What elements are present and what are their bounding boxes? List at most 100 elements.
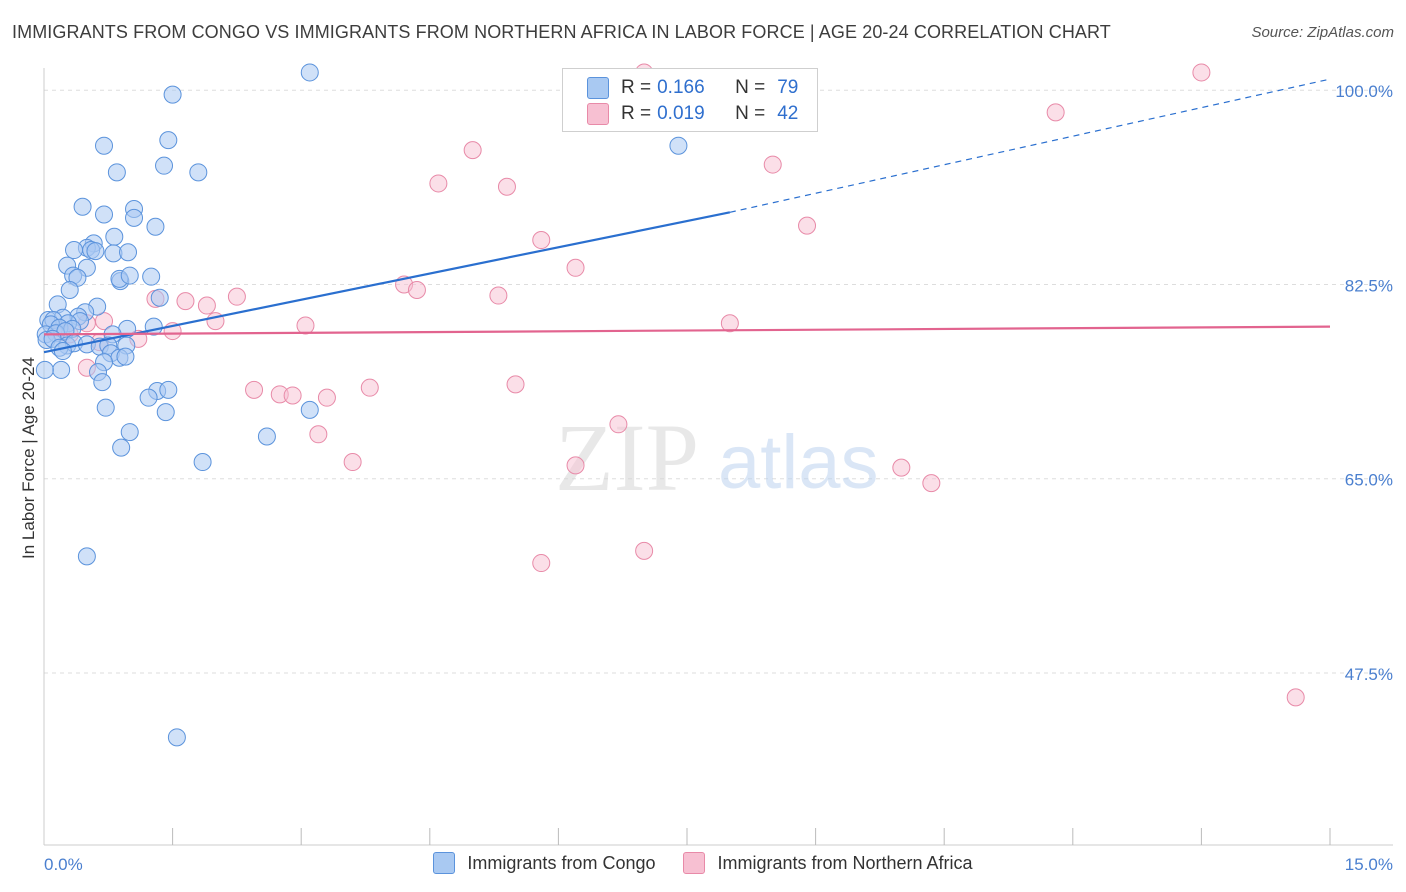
data-point-congo xyxy=(142,267,161,286)
data-point-congo xyxy=(300,400,319,419)
data-point-nafrica xyxy=(309,425,328,444)
data-point-congo xyxy=(120,266,139,285)
series-swatch-congo xyxy=(433,852,456,874)
y-tick-label: 100.0% xyxy=(1335,82,1393,101)
series-legend: Immigrants from Congo Immigrants from No… xyxy=(0,852,1406,874)
data-point-nafrica xyxy=(609,415,628,434)
data-point-congo xyxy=(159,131,178,150)
data-point-nafrica xyxy=(1046,103,1065,122)
data-point-nafrica xyxy=(197,296,216,315)
trend-line-nafrica xyxy=(43,325,1331,336)
legend-row-nafrica: R = 0.019 N = 42 xyxy=(587,101,798,127)
source-label: Source: ZipAtlas.com xyxy=(1251,24,1394,41)
x-tick-labels: 0.0% 15.0% xyxy=(44,855,1393,874)
data-point-congo xyxy=(105,227,124,246)
data-point-congo xyxy=(155,156,174,175)
data-point-congo xyxy=(112,438,131,457)
legend-n-label: N = xyxy=(735,77,766,98)
data-point-congo xyxy=(189,163,208,182)
data-point-congo xyxy=(65,241,84,260)
data-point-nafrica xyxy=(532,231,551,250)
data-point-congo xyxy=(96,398,115,417)
data-point-nafrica xyxy=(283,386,302,405)
data-point-congo xyxy=(257,427,276,446)
legend-n-value: 42 xyxy=(777,103,799,124)
data-point-nafrica xyxy=(1286,688,1305,707)
data-point-nafrica xyxy=(798,216,817,235)
y-tick-labels: 100.0% 82.5% 65.0% 47.5% xyxy=(1335,82,1393,684)
y-tick-label: 47.5% xyxy=(1345,665,1393,684)
data-point-nafrica xyxy=(95,312,114,331)
data-point-nafrica xyxy=(566,258,585,277)
data-point-nafrica xyxy=(489,286,508,305)
data-point-nafrica xyxy=(720,314,739,333)
data-point-congo xyxy=(163,85,182,104)
legend-row-congo: R = 0.166 N = 79 xyxy=(587,75,798,101)
data-point-nafrica xyxy=(317,388,336,407)
data-point-nafrica xyxy=(360,378,379,397)
trend-line-congo xyxy=(43,211,731,354)
series-legend-nafrica: Immigrants from Northern Africa xyxy=(683,852,973,874)
series-label-nafrica: Immigrants from Northern Africa xyxy=(717,852,973,873)
data-point-congo xyxy=(107,163,126,182)
x-tick-label: 0.0% xyxy=(44,855,83,874)
data-point-congo xyxy=(95,136,114,155)
data-point-nafrica xyxy=(296,316,315,335)
data-point-nafrica xyxy=(429,174,448,193)
data-point-congo xyxy=(93,373,112,392)
data-point-nafrica xyxy=(407,281,426,299)
legend-n-label: N = xyxy=(735,103,766,124)
legend-swatch-nafrica xyxy=(587,103,609,125)
data-point-congo xyxy=(144,317,163,336)
data-point-nafrica xyxy=(763,155,782,174)
axes xyxy=(43,68,1393,846)
legend-r-value: 0.166 xyxy=(657,77,705,98)
data-point-nafrica xyxy=(635,541,654,560)
watermark-atlas: atlas xyxy=(718,420,879,505)
data-point-nafrica xyxy=(497,177,516,196)
data-point-congo xyxy=(60,281,79,299)
data-point-congo xyxy=(167,728,186,747)
data-point-congo xyxy=(95,205,114,224)
data-point-nafrica xyxy=(227,287,246,306)
data-point-congo xyxy=(125,208,144,227)
data-point-nafrica xyxy=(245,380,264,399)
data-point-congo xyxy=(120,423,139,442)
data-point-congo xyxy=(53,342,72,361)
data-point-nafrica xyxy=(343,453,362,472)
data-point-nafrica xyxy=(566,456,585,475)
series-legend-congo: Immigrants from Congo xyxy=(433,852,655,874)
chart-title: IMMIGRANTS FROM CONGO VS IMMIGRANTS FROM… xyxy=(12,22,1111,42)
y-axis-label: In Labor Force | Age 20-24 xyxy=(19,357,38,559)
data-point-congo xyxy=(139,388,158,407)
data-point-nafrica xyxy=(532,554,551,573)
data-point-congo xyxy=(146,217,165,236)
nafrica-points xyxy=(52,63,1305,707)
data-point-congo xyxy=(116,347,135,366)
data-point-congo xyxy=(300,63,319,82)
data-point-nafrica xyxy=(892,458,911,477)
trend-line-congo-projection xyxy=(729,78,1331,213)
x-tick-label: 15.0% xyxy=(1345,855,1393,874)
data-point-nafrica xyxy=(506,375,525,394)
data-point-congo xyxy=(86,242,105,261)
data-point-congo xyxy=(35,360,54,379)
legend-r-label: R = xyxy=(621,103,652,124)
data-point-congo xyxy=(77,547,96,566)
data-point-congo xyxy=(159,380,178,399)
data-point-congo xyxy=(669,136,688,155)
trend-lines xyxy=(43,78,1331,354)
data-point-congo xyxy=(119,243,138,262)
stats-legend: R = 0.166 N = 79 R = 0.019 N = 42 xyxy=(562,68,818,132)
data-point-congo xyxy=(193,453,212,472)
legend-r-label: R = xyxy=(621,77,652,98)
grid-lines xyxy=(44,89,1392,674)
data-point-congo xyxy=(156,403,175,422)
y-tick-label: 65.0% xyxy=(1345,471,1393,490)
legend-swatch-congo xyxy=(587,77,609,99)
data-point-nafrica xyxy=(1192,63,1211,82)
data-point-congo xyxy=(52,360,71,379)
legend-r-value: 0.019 xyxy=(657,103,705,124)
data-point-congo xyxy=(150,288,169,307)
